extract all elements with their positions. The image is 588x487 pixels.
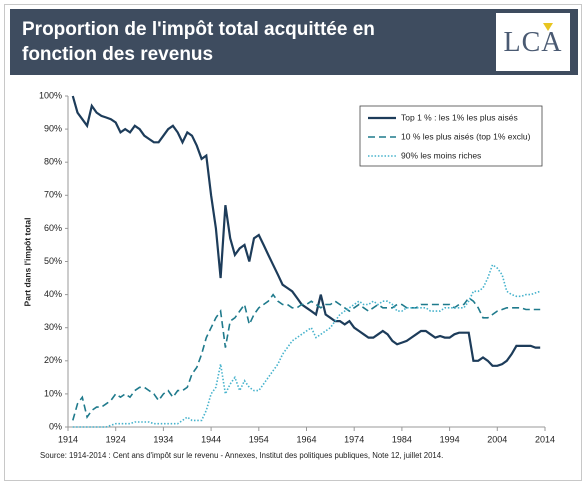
title: Proportion de l'impôt total acquittée en…	[22, 19, 375, 65]
x-tick-label: 1994	[440, 434, 460, 444]
legend-label: Top 1 % : les 1% les plus aisés	[401, 112, 518, 122]
source: Source: 1914-2014 : Cent ans d'impôt sur…	[40, 451, 443, 460]
x-tick-label: 1974	[344, 434, 364, 444]
x-tick-label: 1944	[201, 434, 221, 444]
logo-accent	[543, 23, 553, 31]
y-tick-label: 40%	[44, 289, 62, 299]
logo-text: LCA	[503, 27, 563, 58]
y-axis-label: Part dans l'impôt total	[22, 218, 32, 307]
y-tick-label: 20%	[44, 355, 62, 365]
y-tick-label: 0%	[49, 421, 62, 431]
x-tick-label: 1964	[296, 434, 316, 444]
y-tick-label: 30%	[44, 322, 62, 332]
x-tick-label: 1934	[153, 434, 173, 444]
x-tick-label: 1984	[392, 434, 412, 444]
y-tick-label: 80%	[44, 157, 62, 167]
x-tick-label: 2004	[487, 434, 507, 444]
x-tick-label: 1954	[249, 434, 269, 444]
y-tick-label: 100%	[39, 90, 62, 100]
x-tick-label: 1924	[106, 434, 126, 444]
x-tick-label: 2014	[535, 434, 555, 444]
series-line	[71, 95, 541, 367]
y-tick-label: 70%	[44, 190, 62, 200]
series-line	[72, 263, 541, 428]
y-tick-label: 60%	[44, 223, 62, 233]
y-tick-label: 10%	[44, 388, 62, 398]
frame	[4, 4, 582, 481]
y-tick-label: 50%	[44, 256, 62, 266]
legend-label: 10 % les plus aisés (top 1% exclu)	[401, 131, 531, 141]
legend-box	[359, 105, 543, 167]
legend-label: 90% les moins riches	[401, 150, 481, 160]
header: Proportion de l'impôt total acquittée en…	[10, 9, 578, 75]
logo: LCA	[496, 13, 570, 71]
x-tick-label: 1914	[58, 434, 78, 444]
series-line	[72, 293, 541, 421]
y-tick-label: 90%	[44, 123, 62, 133]
